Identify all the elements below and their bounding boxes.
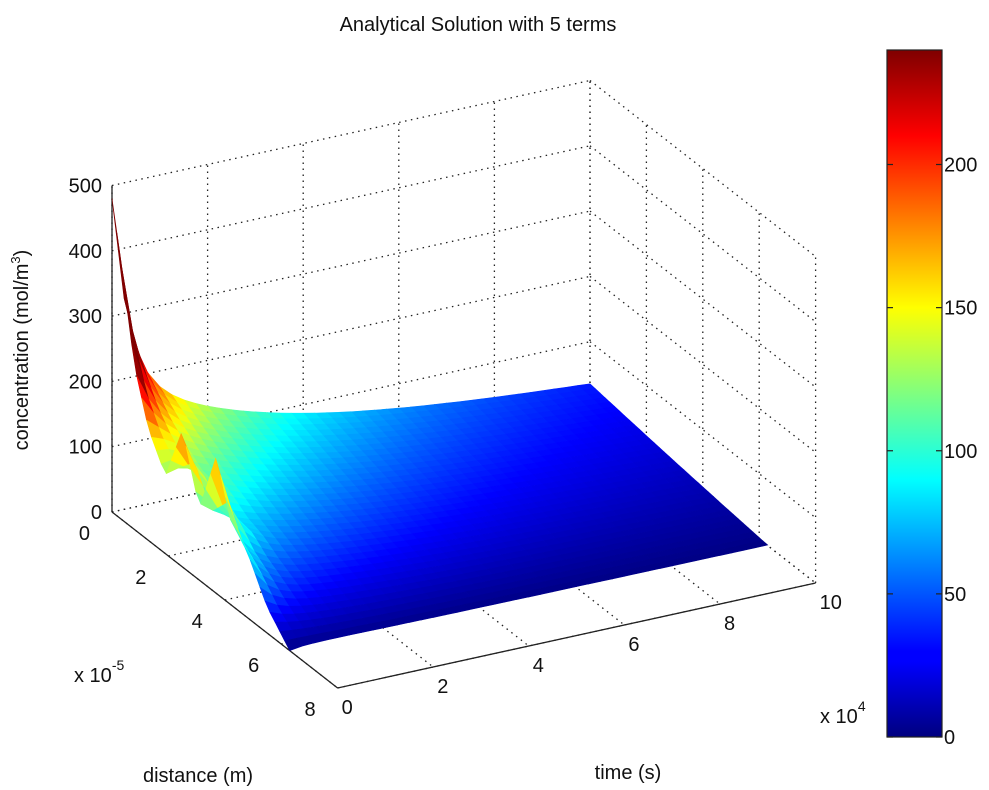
distance-tick-label: 0 (79, 523, 90, 545)
distance-tick-label: 8 (304, 699, 315, 721)
axis-lines (111, 185, 816, 689)
colorbar-ticks: 0 50 100 150 200 (887, 155, 977, 749)
time-tick-label: 2 (437, 676, 448, 698)
colorbar-tick-label: 0 (944, 727, 955, 749)
grid-line-side-wall-z (589, 210, 816, 388)
distance-tick-label: 6 (248, 655, 259, 677)
colorbar-tick-label: 150 (944, 298, 977, 320)
surface-patch (284, 637, 303, 651)
z-tick-label: 0 (91, 502, 102, 524)
z-tick-label: 500 (69, 176, 102, 198)
time-tick-label: 8 (724, 613, 735, 635)
z-tick-label: 100 (69, 437, 102, 459)
distance-axis-multiplier: x 10-5 (74, 657, 124, 687)
distance-axis-line (111, 511, 338, 689)
colorbar-tick-label: 100 (944, 441, 977, 463)
time-tick-label: 10 (820, 592, 842, 614)
surface-patch (126, 306, 144, 381)
svg-text:concentration (mol/m3): concentration (mol/m3) (8, 250, 33, 451)
colorbar-tick-label: 200 (944, 155, 977, 177)
z-tick-label: 300 (69, 306, 102, 328)
colorbar-tick-label: 50 (944, 584, 966, 606)
surface-plot (111, 198, 769, 651)
time-tick-label: 4 (533, 655, 544, 677)
colorbar (886, 49, 943, 738)
time-axis-line (337, 582, 816, 689)
chart-title: Analytical Solution with 5 terms (340, 14, 617, 36)
grid-line-back-wall-z (111, 275, 591, 383)
time-tick-label: 6 (628, 634, 639, 656)
grid-line-side-wall-z (589, 145, 816, 323)
distance-tick-label: 4 (192, 611, 203, 633)
grid-line-back-wall-z (111, 210, 591, 317)
time-tick-label: 0 (342, 697, 353, 719)
grid-line-back-wall-z (111, 79, 591, 187)
time-axis-label: time (s) (595, 762, 662, 784)
distance-tick-label: 2 (135, 567, 146, 589)
distance-axis-label: distance (m) (143, 765, 253, 787)
grid-line-back-wall-z (111, 145, 591, 252)
z-tick-label: 200 (69, 371, 102, 393)
tick-labels: 0 100 200 300 400 500 0 2 4 6 8 0 2 4 6 8 10 (69, 176, 842, 722)
grid-lines (111, 79, 817, 689)
z-tick-label: 400 (69, 241, 102, 263)
z-axis-label: concentration (mol/m3) (8, 250, 33, 451)
time-axis-multiplier: x 104 (820, 698, 866, 728)
